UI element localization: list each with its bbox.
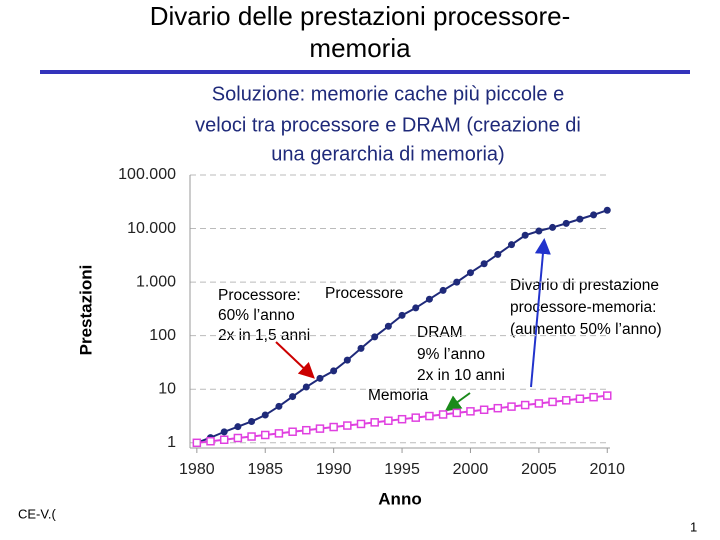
annotation: processore-memoria: <box>510 299 656 316</box>
point <box>494 250 502 258</box>
point <box>466 407 475 416</box>
point <box>453 278 461 286</box>
point <box>220 428 228 436</box>
slide-title: memoria <box>309 33 411 63</box>
point <box>507 402 516 411</box>
x-tick-label: 1980 <box>179 461 215 478</box>
point <box>384 416 393 426</box>
point <box>397 414 407 424</box>
y-tick-label: 1 <box>167 434 176 451</box>
annotation: (aumento 50% l’anno) <box>510 321 662 338</box>
point <box>439 286 447 294</box>
point <box>520 400 530 410</box>
x-tick-label: 1990 <box>316 461 352 478</box>
annotation: 60% l’anno <box>218 307 295 324</box>
annotation: 9% l’anno <box>417 346 485 363</box>
point <box>206 436 215 446</box>
y-axis-label: Prestazioni <box>76 265 95 356</box>
y-tick-label: 100 <box>149 327 176 344</box>
y-tick-label: 1.000 <box>136 273 176 290</box>
point <box>575 394 585 403</box>
point <box>480 260 488 268</box>
point <box>343 356 351 364</box>
point <box>261 411 269 419</box>
point <box>589 392 598 402</box>
annotation: 2x in 10 anni <box>417 367 505 384</box>
series-label: Memoria <box>368 387 429 404</box>
point <box>302 383 310 391</box>
point <box>603 391 612 400</box>
point <box>343 421 352 430</box>
point <box>479 405 489 415</box>
point <box>260 430 270 440</box>
arrow <box>275 341 315 379</box>
y-tick-label: 100.000 <box>118 166 176 183</box>
point <box>412 304 420 312</box>
y-tick-label: 10 <box>158 380 176 397</box>
point <box>288 427 297 436</box>
page-number: 1 <box>690 519 697 534</box>
point <box>548 397 557 407</box>
x-axis-label: Anno <box>378 489 421 508</box>
subtitle: veloci tra processore e DRAM (creazione … <box>195 114 581 136</box>
point <box>316 374 324 382</box>
point <box>302 425 311 435</box>
point <box>315 424 325 433</box>
point <box>534 399 544 408</box>
arrow <box>530 238 551 388</box>
annotation: DRAM <box>417 324 463 341</box>
point <box>603 206 611 214</box>
point <box>438 410 448 419</box>
subtitle: Soluzione: memorie cache più piccole e <box>212 83 564 105</box>
point <box>371 333 379 341</box>
point <box>452 408 462 418</box>
y-tick-label: 10.000 <box>127 220 176 237</box>
point <box>233 433 243 443</box>
x-tick-label: 2010 <box>589 461 625 478</box>
point <box>425 411 434 421</box>
annotation: Processore: <box>218 287 301 304</box>
arrow <box>444 392 471 412</box>
point <box>562 219 570 227</box>
point <box>561 396 571 405</box>
point <box>219 435 229 445</box>
footer-left: CE-V.( <box>18 506 56 521</box>
point <box>248 417 256 425</box>
point <box>507 241 515 249</box>
point <box>411 413 420 422</box>
point <box>384 322 392 330</box>
series-label: Processore <box>325 285 403 302</box>
point <box>398 311 406 319</box>
annotation: Divario di prestazione <box>510 277 659 294</box>
point <box>289 393 297 401</box>
point <box>535 227 543 235</box>
point <box>274 429 284 438</box>
point <box>329 422 338 432</box>
point <box>275 402 283 410</box>
x-tick-label: 2005 <box>521 461 557 478</box>
x-tick-label: 1985 <box>247 461 283 478</box>
x-tick-label: 2000 <box>453 461 489 478</box>
subtitle: una gerarchia di memoria) <box>271 143 504 165</box>
point <box>234 423 242 431</box>
point <box>549 223 557 231</box>
slide-title: Divario delle prestazioni processore- <box>150 1 571 31</box>
point <box>521 231 529 239</box>
point <box>247 432 256 441</box>
point <box>493 403 503 413</box>
x-tick-label: 1995 <box>384 461 420 478</box>
point <box>590 211 598 219</box>
point <box>330 367 338 375</box>
point <box>425 295 433 303</box>
point <box>576 215 584 223</box>
point <box>356 419 366 429</box>
point <box>357 344 365 352</box>
point <box>370 418 379 427</box>
point <box>192 438 202 448</box>
point <box>466 269 474 277</box>
